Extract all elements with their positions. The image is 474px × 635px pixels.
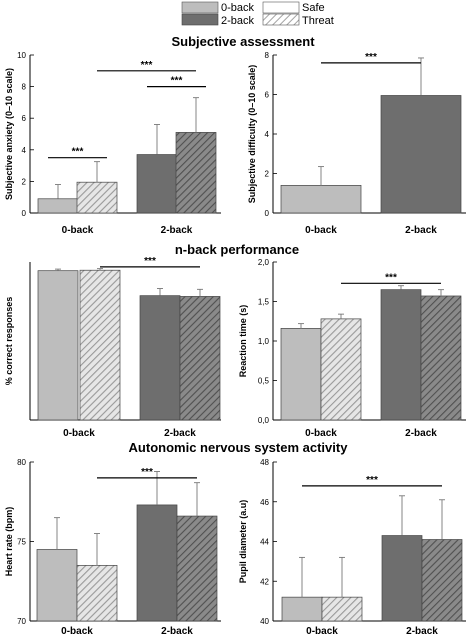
y-tick-label: 8	[22, 83, 27, 92]
y-tick-label: 4	[265, 130, 270, 139]
significance-label: ***	[144, 256, 156, 267]
y-axis-label: Subjective anxiety (0–10 scale)	[4, 68, 14, 200]
bar-2-back-threat	[179, 296, 221, 421]
x-category-label: 2-back	[406, 626, 438, 635]
panel-pupil-diameter: 40 42 44 46 48 Pupil diameter (a.u) 0-back 2-ba…	[238, 458, 466, 635]
y-tick-label: 0,5	[258, 377, 270, 386]
section-title-nback: n-back performance	[175, 242, 299, 257]
y-tick-label: 70	[17, 617, 26, 626]
y-tick-label: 6	[265, 91, 270, 100]
y-tick-label: 4	[22, 146, 27, 155]
y-axis-label: Pupil diameter (a.u)	[238, 500, 248, 584]
bar-2-back-threat	[420, 295, 462, 421]
legend-label-0back: 0-back	[221, 2, 255, 14]
bar-0-back-threat	[321, 596, 363, 622]
bar-0-back-safe	[36, 549, 78, 622]
legend-swatch-0back	[181, 1, 219, 14]
bar-2-back-safe	[136, 154, 178, 214]
y-axis-label: Subjective difficulty (0–10 scale)	[247, 65, 257, 204]
legend-swatch-2back	[181, 13, 219, 26]
bar-2-back-safe	[381, 535, 423, 622]
bar-0-back-threat	[76, 181, 118, 214]
y-tick-label: 1,0	[258, 337, 270, 346]
x-category-label: 2-back	[405, 428, 437, 439]
bar-0-back	[280, 185, 362, 214]
bar-0-back-safe	[37, 198, 79, 214]
legend-swatch-safe	[262, 1, 300, 14]
bar-2-back-threat	[421, 539, 463, 622]
x-category-label: 0-back	[306, 626, 338, 635]
significance-label: ***	[72, 147, 84, 158]
significance-label: ***	[385, 272, 397, 283]
x-category-label: 2-back	[164, 428, 196, 439]
y-tick-label: 48	[260, 458, 269, 467]
y-tick-label: 6	[22, 114, 27, 123]
bar-0-back-safe	[281, 596, 323, 622]
y-tick-label: 42	[260, 577, 269, 586]
legend-label-safe: Safe	[302, 2, 325, 14]
bar-2-back-threat	[175, 132, 217, 214]
y-tick-label: 0	[265, 209, 270, 218]
bar-2-back	[380, 95, 462, 214]
significance-label: ***	[141, 467, 153, 478]
panel-percent-correct: % correct responses 0-back 2-back ***	[4, 256, 221, 439]
y-tick-label: 75	[17, 538, 26, 547]
y-axis-label: Heart rate (bpm)	[4, 507, 14, 577]
panel-subjective-difficulty: 0 2 4 6 8 Subjective difficulty (0–10 scale) 0…	[247, 51, 466, 236]
x-category-label: 2-back	[161, 225, 193, 236]
significance-label: ***	[366, 475, 378, 486]
legend-label-threat: Threat	[302, 15, 334, 27]
significance-label: ***	[171, 76, 183, 87]
section-title-autonomic: Autonomic nervous system activity	[129, 440, 349, 455]
x-category-label: 0-back	[62, 225, 94, 236]
x-category-label: 0-back	[61, 626, 93, 635]
y-tick-label: 1,5	[258, 298, 270, 307]
bar-2-back-safe	[139, 295, 181, 421]
y-tick-label: 2,0	[258, 258, 270, 267]
y-tick-label: 2	[22, 177, 27, 186]
y-axis-label: Reaction time (s)	[238, 305, 248, 378]
bar-0-back-threat	[79, 269, 121, 421]
bar-0-back-threat	[76, 564, 118, 622]
y-tick-label: 40	[260, 617, 269, 626]
section-title-subjective: Subjective assessment	[171, 34, 315, 49]
x-category-label: 0-back	[305, 225, 337, 236]
bar-0-back-safe	[37, 270, 79, 421]
x-category-label: 0-back	[305, 428, 337, 439]
legend-label-2back: 2-back	[221, 15, 255, 27]
significance-label: ***	[141, 60, 153, 71]
x-category-label: 2-back	[161, 626, 193, 635]
bar-2-back-safe	[380, 289, 422, 421]
panel-reaction-time: 0,0 0,5 1,0 1,5 2,0 Reaction time (s) 0-back 2-…	[238, 258, 466, 439]
bar-2-back-threat	[176, 515, 218, 622]
y-tick-label: 80	[17, 458, 26, 467]
y-tick-label: 46	[260, 498, 269, 507]
significance-label: ***	[365, 52, 377, 63]
x-category-label: 2-back	[405, 225, 437, 236]
legend: 0-back 2-back Safe Threat	[181, 1, 334, 27]
y-tick-label: 8	[265, 51, 270, 60]
bar-0-back-threat	[320, 318, 362, 421]
y-tick-label: 2	[265, 170, 270, 179]
y-tick-label: 0,0	[258, 416, 270, 425]
bar-0-back-safe	[280, 328, 322, 421]
y-axis-label: % correct responses	[4, 297, 14, 386]
y-tick-label: 44	[260, 538, 269, 547]
legend-swatch-threat	[262, 13, 300, 26]
x-category-label: 0-back	[63, 428, 95, 439]
bar-2-back-safe	[136, 504, 178, 622]
panel-heart-rate: 70 75 80 Heart rate (bpm) 0-back 2-back ***	[4, 458, 221, 635]
y-tick-label: 0	[22, 209, 27, 218]
y-tick-label: 10	[17, 51, 26, 60]
